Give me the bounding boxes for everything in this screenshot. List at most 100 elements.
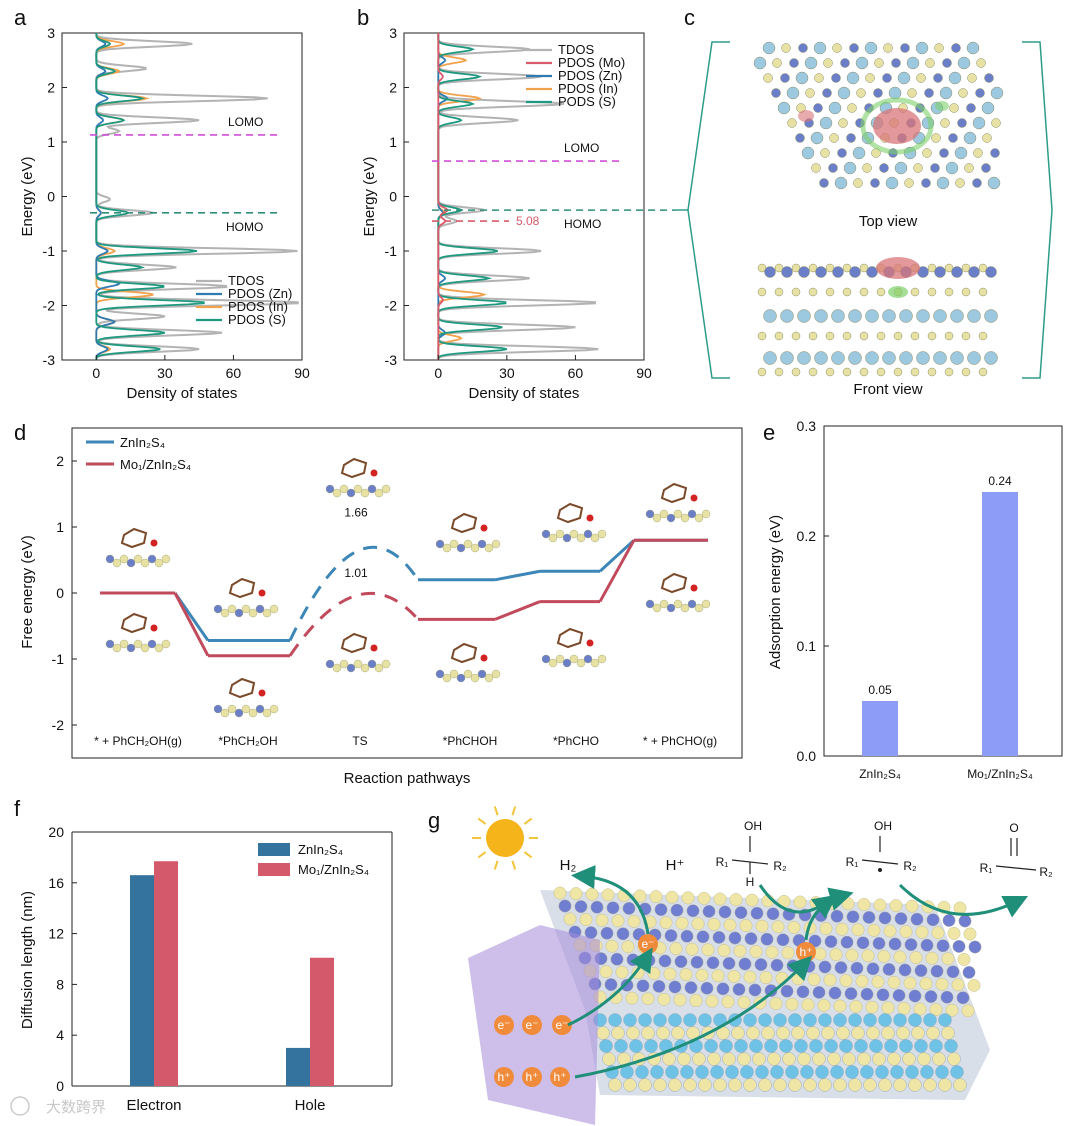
x-tick-label: 90 [636,365,652,381]
top-view-atom [981,101,995,115]
surface-atom [881,1001,895,1015]
surface-atom [687,599,697,609]
top-view-atom [823,58,833,68]
front-view-atom [944,367,954,377]
front-view-atom [927,287,937,297]
top-view-atom [813,103,823,113]
surface-atom [119,639,129,649]
surface-atom [697,892,711,905]
surface-atom [734,906,748,919]
surface-atom [227,704,237,714]
front-view-atom [808,367,818,377]
front-view-atom [899,309,913,323]
front-view-atom [967,351,981,365]
r2-label: R₂ [773,859,787,873]
surface-atom [701,943,715,957]
front-view-atom [933,309,947,323]
surface-atom [764,984,778,997]
y-tick-label: 0.2 [797,528,817,544]
surface-atom [930,964,944,978]
top-view-atom [789,58,799,68]
front-view-atom [757,331,767,341]
surface-atom [622,902,636,915]
surface-atom [627,915,641,928]
top-view-atom [990,86,1004,100]
bulk-atom [818,1013,832,1027]
legend-label: TDOS [228,273,264,288]
surface-atom [717,944,731,957]
bar-1 [310,957,334,1086]
top-view-atom [864,41,878,55]
front-view-atom [815,266,827,278]
surface-atom [645,509,655,519]
panel-c-charge-density: c Top view Front view [676,5,1053,398]
top-view-atom [991,118,1001,128]
bulk-atom [839,1039,853,1053]
top-view-atom [975,88,985,98]
y-axis-label: Energy (eV) [361,156,378,236]
bulk-atom [884,1039,898,1053]
front-view-atom [968,266,980,278]
top-view-atom [852,146,866,160]
front-view-atom [859,367,869,377]
surface-atom [830,909,844,923]
benzene-ring [228,677,256,699]
bulk-atom [893,1078,907,1092]
electron-label: e⁻ [641,937,654,951]
bulk-atom [824,1039,838,1053]
bulk-atom [626,1026,640,1040]
surface-atom [706,956,720,970]
bulk-atom [770,1065,784,1079]
top-view-atom [777,101,791,115]
bulk-atom [872,1052,886,1066]
top-view-atom [819,178,829,188]
top-view-atom [829,133,839,143]
surface-atom [738,957,752,971]
y-tick-label: 0 [56,1078,64,1094]
surface-atom [824,935,838,948]
oxygen-atom [480,524,488,532]
top-view-atom [856,88,866,98]
surface-atom [723,918,737,932]
front-view-atom [984,309,998,323]
surface-atom [601,888,615,902]
h-label: H [746,875,755,889]
surface-atom [367,659,377,669]
surface-atom [456,673,466,683]
surface-atom [541,654,551,664]
front-charge-lobe [876,257,920,279]
bulk-atom [821,1026,835,1040]
adsorption-thumbnail [105,527,171,568]
top-view-atom [820,148,830,158]
surface-atom [684,981,698,994]
top-view-atom [955,178,965,188]
top-view-atom [913,163,923,173]
surface-atom [449,669,459,679]
surface-atom [819,922,833,935]
hole-oxidation-arrow [804,887,854,941]
surface-atom [595,913,609,927]
benzene-ring [450,512,478,534]
x-axis-label: Density of states [127,385,238,402]
top-view-atom [922,148,932,158]
top-view-atom [885,176,899,190]
surface-atom [562,658,572,668]
surface-atom [576,658,586,668]
front-view-atom [859,287,869,297]
surface-atom [590,900,604,914]
surface-atom [666,603,676,613]
y-axis-label: Adsorption energy (eV) [767,515,784,669]
top-view-atom [837,86,851,100]
bulk-atom [635,1065,649,1079]
surface-atom [839,974,853,987]
surface-atom [119,554,129,564]
top-view-atom [811,163,821,173]
bulk-atom [653,1078,667,1092]
y-axis-label: Energy (eV) [19,156,36,236]
top-view-atom [949,103,959,113]
surface-atom [562,533,572,543]
bulk-atom [863,1078,877,1092]
bond [861,859,899,865]
surface-atom [615,965,629,979]
surface-atom [841,897,855,911]
